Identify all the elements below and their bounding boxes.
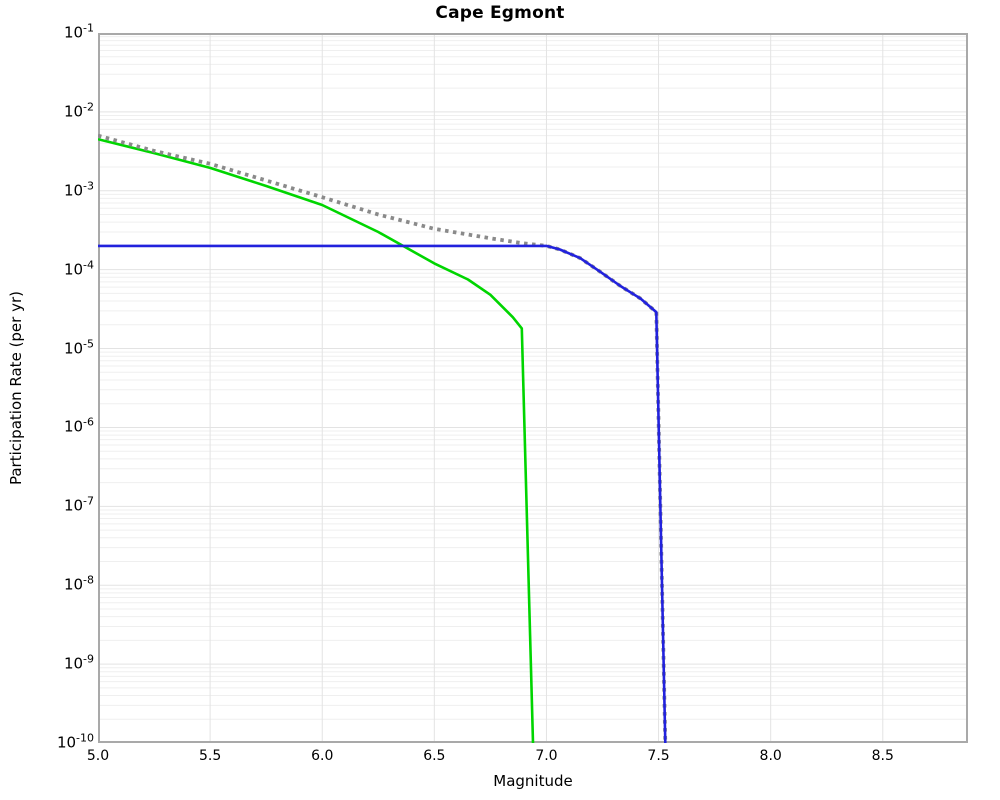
y-tick-label: 10-7 [63, 494, 94, 515]
y-tick-label: 10-9 [63, 652, 94, 673]
y-tick-label: 10-10 [56, 731, 94, 752]
plot-spines [98, 33, 968, 743]
y-tick-label: 10-5 [63, 337, 94, 358]
x-tick-label: 7.5 [647, 748, 670, 764]
x-tick-label: 6.0 [311, 748, 334, 764]
plot-area [98, 33, 968, 743]
x-tick-label: 5.0 [86, 748, 110, 764]
series-blue-solid-curve [98, 244, 667, 743]
x-tick-label: 8.5 [871, 748, 894, 764]
y-tick-label: 10-3 [63, 179, 94, 200]
chart-title: Cape Egmont [435, 3, 565, 23]
y-tick-label: 10-4 [63, 258, 94, 279]
series-green-solid-curve [98, 137, 535, 743]
y-tick-label: 10-8 [63, 573, 94, 594]
y-axis-label: Participation Rate (per yr) [7, 290, 25, 486]
x-axis-label: Magnitude [493, 772, 573, 790]
chart-svg [98, 33, 968, 743]
x-tick-label: 6.5 [423, 748, 446, 764]
x-tick-label: 7.0 [535, 748, 558, 764]
y-tick-label: 10-6 [63, 415, 94, 436]
y-tick-label: 10-2 [63, 100, 94, 121]
x-tick-label: 5.5 [198, 748, 222, 764]
y-tick-label: 10-1 [63, 21, 94, 42]
x-tick-label: 8.0 [759, 748, 782, 764]
